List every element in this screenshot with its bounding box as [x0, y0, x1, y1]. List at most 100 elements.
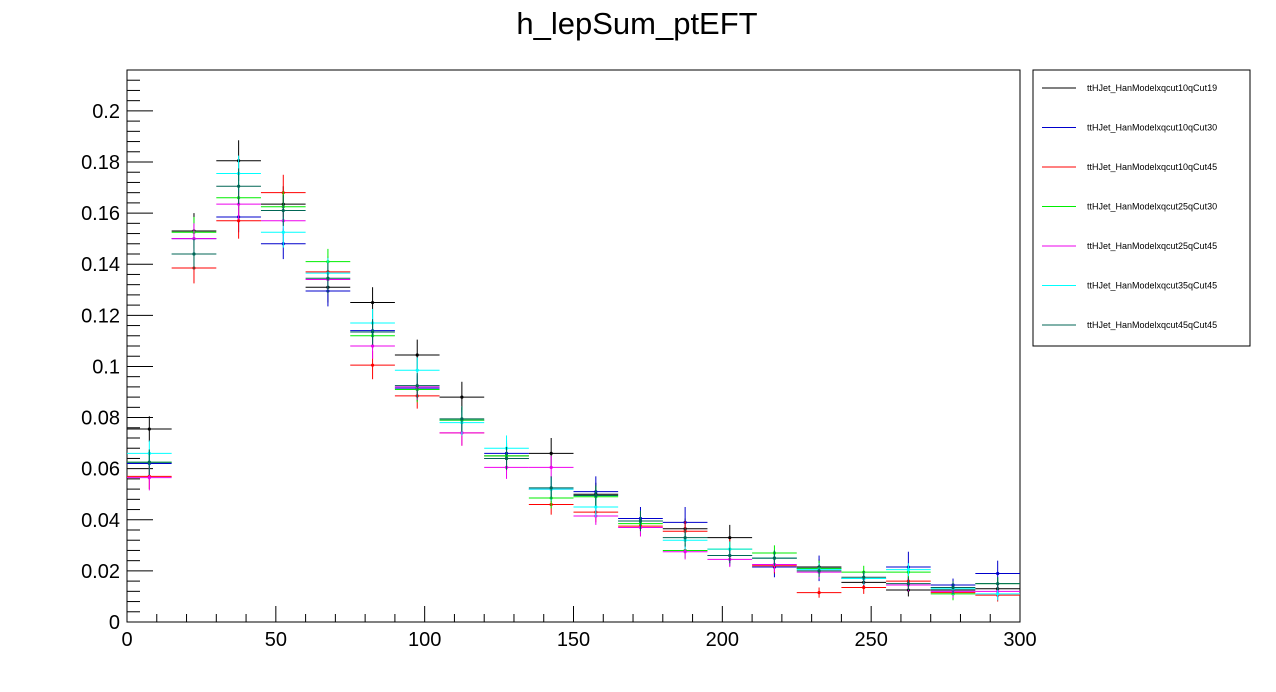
data-point — [796, 587, 842, 598]
data-point — [528, 455, 574, 479]
point-marker — [281, 230, 285, 234]
point-marker — [415, 368, 419, 372]
point-marker — [996, 592, 1000, 596]
data-point — [841, 570, 887, 584]
point-marker — [594, 505, 598, 509]
data-point — [394, 372, 440, 399]
legend-entry: ttHJet_HanModelxqcut25qCut30 — [1042, 202, 1217, 212]
plot-frame — [126, 69, 1021, 623]
y-tick-label: 0.02 — [81, 561, 120, 583]
x-tick-label: 100 — [408, 629, 441, 651]
data-point — [886, 577, 931, 591]
x-tick-label: 300 — [1003, 629, 1036, 651]
legend-entry: ttHJet_HanModelxqcut45qCut45 — [1042, 320, 1217, 330]
point-marker — [192, 237, 196, 241]
data-point — [662, 528, 708, 547]
point-marker — [683, 536, 687, 540]
point-marker — [772, 556, 777, 560]
legend-label: ttHJet_HanModelxqcut10qCut45 — [1087, 162, 1217, 172]
data-point — [528, 476, 574, 500]
legend-box — [1032, 69, 1251, 347]
legend-label: ttHJet_HanModelxqcut25qCut30 — [1087, 202, 1217, 212]
point-marker — [549, 465, 553, 469]
y-tick-label: 0.04 — [81, 510, 120, 532]
data-point — [484, 446, 529, 470]
data-point — [975, 587, 1020, 601]
data-point — [796, 564, 842, 578]
data-point — [439, 406, 485, 432]
point-marker — [281, 208, 285, 213]
point-marker — [415, 353, 419, 357]
point-marker — [147, 460, 151, 464]
y-tick-label: 0.2 — [92, 101, 120, 123]
point-marker — [549, 486, 553, 490]
series-4 — [127, 182, 1020, 601]
data-point — [127, 416, 172, 442]
point-marker — [147, 427, 151, 431]
data-point — [573, 485, 619, 506]
point-marker — [817, 569, 821, 573]
point-marker — [147, 476, 151, 480]
data-point — [886, 563, 931, 576]
point-marker — [862, 575, 866, 579]
legend-label: ttHJet_HanModelxqcut10qCut19 — [1087, 83, 1217, 93]
point-marker — [906, 582, 910, 586]
x-tick-label: 0 — [121, 629, 132, 651]
data-point — [930, 581, 976, 594]
point-marker — [683, 550, 687, 554]
data-point — [127, 449, 172, 476]
y-tick-label: 0 — [109, 612, 120, 634]
data-point — [216, 168, 261, 205]
data-point — [752, 550, 797, 566]
legend-label: ttHJet_HanModelxqcut45qCut45 — [1087, 320, 1217, 330]
point-marker — [326, 276, 330, 280]
point-marker — [638, 519, 643, 523]
data-point — [707, 547, 753, 564]
x-tick-label: 250 — [854, 629, 887, 651]
series-1 — [127, 140, 1020, 597]
legend-label: ttHJet_HanModelxqcut25qCut45 — [1087, 241, 1217, 251]
point-marker — [192, 252, 196, 256]
point-marker — [237, 219, 241, 223]
y-tick-label: 0.06 — [81, 459, 120, 481]
point-marker — [728, 553, 732, 558]
legend-label: ttHJet_HanModelxqcut10qCut30 — [1087, 123, 1217, 133]
legend-label: ttHJet_HanModelxqcut35qCut45 — [1087, 281, 1217, 291]
point-marker — [237, 184, 241, 188]
point-marker — [906, 568, 910, 572]
point-marker — [996, 582, 1000, 586]
data-point — [618, 510, 663, 532]
legend-entry: ttHJet_HanModelxqcut35qCut45 — [1042, 281, 1217, 291]
point-marker — [370, 330, 375, 334]
legend: ttHJet_HanModelxqcut10qCut19 ttHJet_HanMo… — [1032, 69, 1251, 347]
series-3 — [127, 174, 1020, 602]
point-marker — [370, 300, 375, 305]
point-marker — [951, 585, 955, 590]
x-tick-label: 200 — [706, 629, 739, 651]
legend-entry: ttHJet_HanModelxqcut10qCut45 — [1042, 162, 1217, 172]
point-marker — [728, 536, 732, 540]
y-tick-label: 0.18 — [81, 152, 120, 174]
data-point — [260, 195, 306, 226]
point-marker — [862, 585, 866, 590]
point-marker — [460, 395, 464, 399]
point-marker — [460, 417, 464, 421]
y-tick-label: 0.16 — [81, 203, 120, 225]
point-marker — [504, 456, 509, 461]
x-tick-label: 150 — [557, 629, 590, 651]
y-tick-label: 0.12 — [81, 305, 120, 327]
data-point — [975, 577, 1020, 591]
point-marker — [817, 591, 821, 595]
point-marker — [996, 571, 1000, 576]
chart-title: h_lepSum_ptEFT — [516, 6, 757, 41]
legend-entry: ttHJet_HanModelxqcut10qCut30 — [1042, 123, 1217, 133]
point-marker — [594, 493, 598, 498]
x-tick-label: 50 — [265, 629, 287, 651]
series-2 — [127, 201, 1020, 592]
point-marker — [370, 363, 375, 367]
series-7 — [127, 168, 1020, 594]
point-marker — [370, 344, 375, 348]
series-6 — [127, 155, 1020, 601]
data-point — [350, 319, 395, 345]
axes: 0 50 100 150 200 250 300 0 0.02 0.04 0.06 0.08 0.1 0.… — [81, 69, 1037, 651]
